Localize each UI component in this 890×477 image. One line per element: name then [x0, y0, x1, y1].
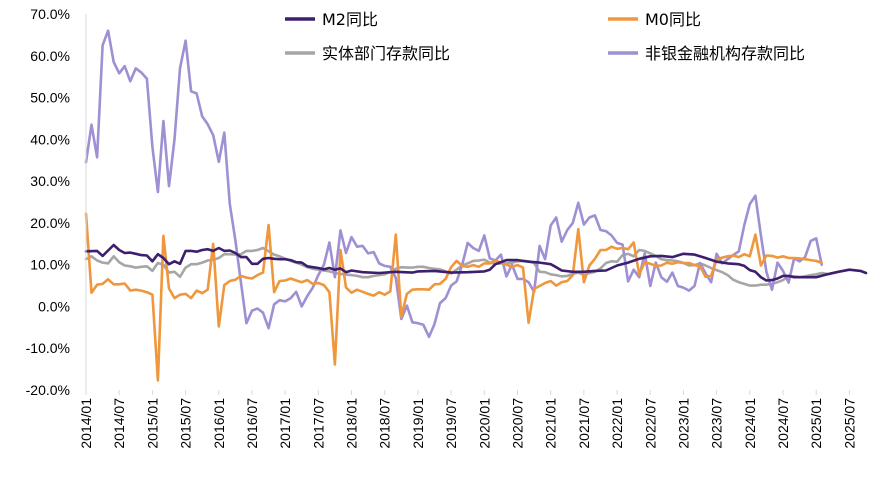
y-tick-label: 60.0% [30, 48, 70, 64]
y-tick-label: -10.0% [26, 340, 70, 356]
x-tick-label: 2014/07 [111, 398, 127, 449]
legend-item-m2: M2同比 [285, 10, 378, 29]
y-axis-ticks: -20.0% -10.0% 0.0% 10.0% 20.0% 30.0% 40.0% 50.0… [26, 6, 70, 398]
y-tick-label: -20.0% [26, 382, 70, 398]
y-tick-label: 70.0% [30, 6, 70, 22]
x-tick-label: 2018/01 [344, 398, 360, 449]
x-tick-label: 2017/01 [277, 398, 293, 449]
y-tick-label: 10.0% [30, 257, 70, 273]
x-tick-label: 2016/07 [244, 398, 260, 449]
x-tick-label: 2020/07 [509, 398, 525, 449]
x-tick-label: 2015/01 [144, 398, 160, 449]
series-line-1 [84, 212, 823, 382]
series-line-2 [84, 246, 829, 287]
series-line-0 [84, 243, 868, 282]
x-tick-label: 2020/01 [476, 398, 492, 449]
x-tick-label: 2024/01 [742, 398, 758, 449]
x-tick-label: 2024/07 [775, 398, 791, 449]
x-tick-label: 2021/01 [543, 398, 559, 449]
legend-label-nonbank-deposits: 非银金融机构存款同比 [645, 44, 805, 63]
x-axis-ticks: 2014/01 2014/07 2015/01 2015/07 2016/01 2016/… [78, 390, 857, 449]
legend-label-m2: M2同比 [322, 10, 378, 29]
legend-item-real-sector-deposits: 实体部门存款同比 [285, 44, 450, 63]
legend: M2同比 M0同比 实体部门存款同比 非银金融机构存款同比 [285, 10, 805, 63]
x-tick-label: 2021/07 [576, 398, 592, 449]
x-tick-label: 2017/07 [310, 398, 326, 449]
x-tick-label: 2014/01 [78, 398, 94, 449]
legend-item-m0: M0同比 [608, 10, 701, 29]
legend-label-m0: M0同比 [645, 10, 701, 29]
x-tick-label: 2015/07 [178, 398, 194, 449]
x-tick-label: 2023/07 [709, 398, 725, 449]
x-tick-label: 2018/07 [377, 398, 393, 449]
x-tick-label: 2016/01 [211, 398, 227, 449]
series-layer [84, 29, 868, 382]
y-tick-label: 40.0% [30, 131, 70, 147]
x-tick-label: 2022/01 [609, 398, 625, 449]
x-tick-label: 2025/01 [808, 398, 824, 449]
y-tick-label: 0.0% [38, 298, 70, 314]
x-tick-label: 2019/07 [443, 398, 459, 449]
legend-label-real-sector-deposits: 实体部门存款同比 [322, 44, 450, 63]
y-tick-label: 20.0% [30, 215, 70, 231]
y-tick-label: 50.0% [30, 90, 70, 106]
y-tick-label: 30.0% [30, 173, 70, 189]
x-tick-label: 2022/07 [642, 398, 658, 449]
x-tick-label: 2023/01 [675, 398, 691, 449]
legend-item-nonbank-deposits: 非银金融机构存款同比 [608, 44, 805, 63]
x-tick-label: 2019/01 [410, 398, 426, 449]
x-tick-label: 2025/07 [841, 398, 857, 449]
